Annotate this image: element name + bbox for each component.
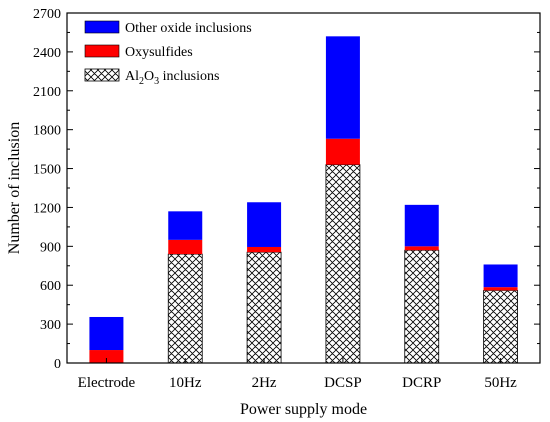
bar-10hz-series-0 bbox=[167, 253, 203, 364]
y-tick-label: 2400 bbox=[33, 46, 61, 61]
bar-50hz-series-1 bbox=[483, 287, 518, 291]
y-tick-label: 1500 bbox=[33, 163, 61, 178]
legend: Other oxide inclusions Oxysulfides Al2O3… bbox=[84, 20, 252, 87]
x-tick-label-50hz: 50Hz bbox=[484, 375, 517, 391]
y-axis-label: Number of inclusion bbox=[6, 122, 23, 254]
legend-al-sub1: 2 bbox=[139, 76, 144, 87]
y-axis-ticks: 0 300 600 900 1200 1500 1800 2100 2400 2700 bbox=[33, 7, 540, 372]
legend-swatch-oxysulfides bbox=[84, 44, 120, 58]
legend-al-sub2: 3 bbox=[154, 76, 159, 87]
bar-10hz-series-2 bbox=[168, 211, 203, 240]
y-tick-label: 0 bbox=[54, 357, 61, 372]
bar-dcrp-series-1 bbox=[404, 246, 439, 251]
y-tick-label: 1200 bbox=[33, 201, 61, 216]
bar-dcrp-series-0 bbox=[404, 249, 440, 364]
x-tick-label-dcrp: DCRP bbox=[402, 375, 441, 391]
bar-electrode-series-1 bbox=[89, 350, 124, 363]
bar-2hz-series-1 bbox=[247, 246, 282, 253]
bar-dcsp-series-2 bbox=[325, 36, 360, 139]
legend-swatch-al2o3 bbox=[84, 68, 120, 82]
y-tick-label: 900 bbox=[40, 240, 61, 255]
bar-10hz-series-1 bbox=[168, 239, 203, 255]
bar-electrode-series-2 bbox=[89, 316, 124, 351]
y-tick-label: 2700 bbox=[33, 7, 61, 22]
bar-dcrp-series-2 bbox=[404, 204, 439, 247]
legend-al-pre: Al bbox=[125, 69, 139, 84]
plot-frame bbox=[66, 12, 541, 364]
legend-al-mid: O bbox=[144, 69, 154, 84]
legend-label-oxysulfides: Oxysulfides bbox=[125, 45, 193, 60]
y-tick-label: 300 bbox=[40, 318, 61, 333]
x-axis-ticks: Electrode 10Hz 2Hz DCSP DCRP 50Hz bbox=[78, 358, 517, 391]
y-tick-label: 1800 bbox=[33, 124, 61, 139]
legend-label-other-oxide: Other oxide inclusions bbox=[125, 21, 252, 36]
y-tick-label: 2100 bbox=[33, 85, 61, 100]
x-tick-label-dcsp: DCSP bbox=[324, 375, 362, 391]
x-axis-label: Power supply mode bbox=[240, 401, 367, 418]
x-tick-label-10hz: 10Hz bbox=[169, 375, 202, 391]
y-tick-label: 600 bbox=[40, 279, 61, 294]
bar-2hz-series-0 bbox=[246, 251, 282, 364]
legend-al-post: inclusions bbox=[159, 69, 219, 84]
legend-swatch-other-oxide bbox=[84, 20, 120, 34]
bar-dcsp-series-0 bbox=[325, 164, 361, 364]
x-tick-label-2hz: 2Hz bbox=[252, 375, 277, 391]
x-tick-label-electrode: Electrode bbox=[78, 375, 136, 391]
bar-50hz-series-0 bbox=[483, 290, 518, 364]
bar-50hz-series-2 bbox=[483, 264, 518, 288]
bar-dcsp-series-1 bbox=[325, 138, 360, 165]
legend-label-al2o3: Al2O3 inclusions bbox=[125, 69, 219, 87]
bars-layer bbox=[89, 36, 518, 364]
bar-2hz-series-2 bbox=[247, 202, 282, 247]
